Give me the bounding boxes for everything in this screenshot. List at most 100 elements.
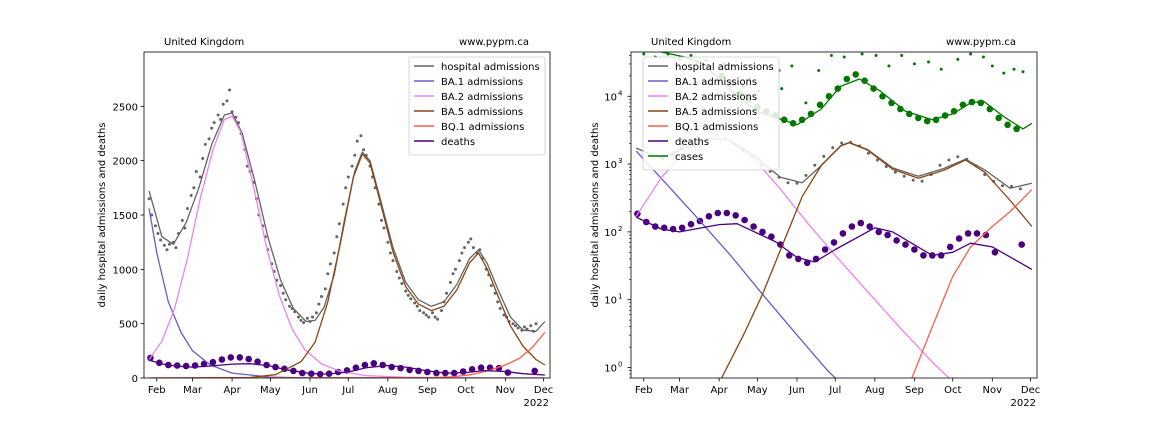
point-hospital-admissions-data-16 (804, 173, 808, 177)
point-deaths-data-37 (477, 364, 485, 372)
point-cases-daily-data-32 (1002, 71, 1006, 75)
point-hospital-admissions-data-26 (893, 170, 897, 174)
point-hospital-admissions-data-94 (427, 315, 431, 319)
legend-label-ba-1-admissions: BA.1 admissions (441, 77, 523, 88)
point-deaths-data-28 (884, 231, 891, 239)
point-hospital-admissions-data-18 (201, 157, 205, 160)
point-hospital-admissions-data-130 (534, 322, 538, 326)
point-hospital-admissions-data-98 (440, 309, 443, 313)
point-hospital-admissions-data-101 (448, 280, 452, 284)
point-hospital-admissions-data-109 (471, 246, 475, 250)
point-hospital-admissions-data-55 (311, 315, 314, 319)
point-deaths-data-19 (803, 259, 811, 267)
right-plot-frame (630, 51, 1038, 379)
point-hospital-admissions-data-14 (189, 193, 193, 197)
point-deaths-data-8 (705, 213, 713, 220)
left-year-label: 2022 (524, 398, 549, 409)
point-hospital-admissions-data-79 (382, 226, 386, 230)
x-tick-label-1: Mar (670, 385, 690, 396)
series-line-ba-1-admissions (635, 150, 836, 378)
point-hospital-admissions-data-97 (436, 317, 440, 321)
point-deaths-data-10 (723, 209, 731, 217)
point-deaths-data-22 (830, 239, 838, 246)
x-tick-label-4: Jun (788, 385, 805, 396)
point-hospital-admissions-data-102 (451, 272, 455, 276)
series-line-deaths (635, 216, 1033, 270)
point-cases-data-20 (897, 105, 904, 113)
point-hospital-admissions-data-87 (406, 293, 410, 297)
point-hospital-admissions-data-20 (207, 137, 211, 141)
point-hospital-admissions-data-52 (302, 321, 306, 325)
point-deaths-data-9 (227, 354, 235, 361)
point-hospital-admissions-data-117 (496, 300, 500, 304)
point-hospital-admissions-data-15 (795, 181, 799, 185)
x-tick-label-8: Oct (944, 385, 961, 396)
point-deaths-data-30 (902, 241, 909, 248)
point-cases-data-33 (1013, 125, 1020, 133)
point-hospital-admissions-data-51 (299, 318, 303, 322)
left-website: www.pypm.ca (459, 37, 529, 48)
point-hospital-admissions-data-23 (216, 113, 220, 117)
point-deaths-data-36 (468, 366, 476, 373)
point-hospital-admissions-data-92 (422, 311, 426, 315)
point-deaths-data-23 (839, 230, 847, 237)
x-tick-label-2: Apr (710, 385, 728, 396)
y-tick-exponent-4: 4 (618, 89, 623, 97)
legend-label-ba-2-admissions: BA.2 admissions (675, 92, 757, 103)
point-hospital-admissions-data-91 (418, 309, 422, 313)
point-hospital-admissions-data-126 (523, 325, 526, 329)
point-deaths-data-11 (732, 212, 739, 219)
point-deaths-data-12 (741, 216, 748, 224)
point-hospital-admissions-data-28 (911, 178, 915, 182)
point-hospital-admissions-data-123 (514, 324, 517, 328)
point-hospital-admissions-data-46 (284, 298, 288, 302)
point-hospital-admissions-data-3 (156, 232, 160, 235)
y-tick-label-4: 2000 (113, 157, 138, 168)
point-hospital-admissions-data-80 (386, 240, 390, 244)
point-hospital-admissions-data-17 (813, 163, 817, 167)
point-hospital-admissions-data-25 (884, 165, 888, 168)
point-hospital-admissions-data-103 (454, 267, 457, 271)
point-hospital-admissions-data-29 (920, 179, 924, 183)
legend-label-deaths: deaths (441, 137, 475, 148)
y-tick-label-2: 1000 (113, 265, 138, 276)
point-hospital-admissions-data-6 (165, 248, 169, 252)
point-deaths-data-21 (821, 246, 829, 253)
series-line-bq-1-admissions (911, 189, 1033, 378)
point-hospital-admissions-data-53 (305, 316, 309, 320)
point-deaths-data-29 (893, 237, 900, 244)
point-deaths-data-24 (848, 223, 856, 230)
point-deaths-data-6 (200, 360, 208, 368)
point-deaths-data-5 (191, 362, 199, 369)
point-hospital-admissions-data-19 (831, 146, 835, 150)
point-hospital-admissions-data-68 (350, 164, 354, 168)
point-deaths-data-38 (973, 230, 981, 237)
point-cases-daily-data-21 (860, 52, 864, 56)
point-deaths-data-14 (759, 228, 766, 236)
point-deaths-data-27 (875, 228, 882, 236)
point-hospital-admissions-data-104 (457, 259, 461, 263)
x-tick-label-6: Aug (865, 385, 885, 396)
left-y-axis-label: daily hospital admissions and deaths (97, 122, 108, 307)
left-title: United Kingdom (164, 37, 244, 48)
series-line-ba-5-admissions (149, 153, 546, 378)
x-tick-label-5: Jul (828, 385, 841, 396)
y-tick-exponent-1: 1 (618, 293, 622, 301)
legend-box (642, 56, 780, 171)
point-hospital-admissions-data-26 (225, 99, 229, 103)
y-tick-exponent-2: 2 (618, 225, 622, 233)
point-deaths-data-31 (911, 246, 918, 253)
point-hospital-admissions-data-45 (281, 291, 285, 295)
point-deaths-data-26 (379, 361, 387, 369)
point-hospital-admissions-data-39 (1010, 184, 1013, 188)
y-tick-exponent-0: 0 (618, 360, 622, 368)
point-cases-data-32 (1004, 121, 1011, 129)
legend-label-ba-1-admissions: BA.1 admissions (675, 77, 757, 88)
point-hospital-admissions-data-65 (341, 202, 345, 206)
point-cases-daily-data-23 (887, 64, 891, 68)
legend-label-ba-5-admissions: BA.5 admissions (441, 107, 523, 118)
point-hospital-admissions-data-11 (180, 218, 184, 222)
x-tick-label-8: Oct (457, 385, 474, 396)
